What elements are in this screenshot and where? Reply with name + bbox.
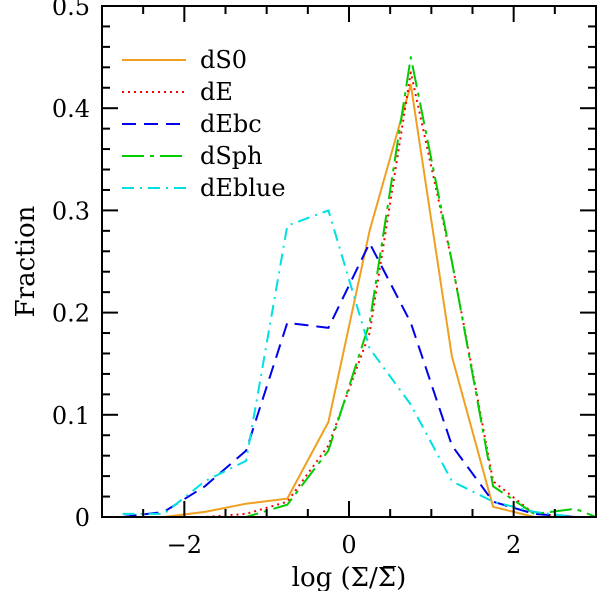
legend-label-dE: dE — [200, 78, 233, 106]
x-axis-label: log (Σ/Σ̅) — [292, 563, 407, 591]
plot-frame — [101, 5, 597, 518]
series-line-dE — [122, 71, 576, 518]
legend: dS0 dE dEbc dSph dEblue — [122, 46, 286, 202]
y-tick-label: 0.4 — [52, 95, 90, 123]
y-tick-label: 0.5 — [52, 0, 90, 21]
legend-label-dEblue: dEblue — [200, 174, 286, 202]
series-line-dS0 — [122, 83, 576, 518]
x-tick-label: −2 — [167, 531, 202, 559]
legend-label-dEbc: dEbc — [200, 110, 262, 138]
x-tick-label: 0 — [341, 531, 356, 559]
y-tick-label: 0.3 — [52, 197, 90, 225]
series-line-dEblue — [122, 209, 576, 518]
y-axis-label: Fraction — [11, 205, 41, 317]
legend-label-dS0: dS0 — [200, 46, 247, 74]
x-tick-label: 2 — [506, 531, 521, 559]
y-tick-label: 0.1 — [52, 402, 90, 430]
plot-lines — [122, 56, 597, 518]
series-line-dEbc — [122, 242, 576, 518]
y-tick-label: 0.2 — [52, 300, 90, 328]
series-line-dSph — [122, 56, 597, 518]
y-tick-label: 0 — [75, 504, 90, 532]
legend-label-dSph: dSph — [200, 142, 263, 170]
axes: −2 0 2 0 0.1 0.2 0.3 0.4 0.5 — [52, 0, 597, 559]
